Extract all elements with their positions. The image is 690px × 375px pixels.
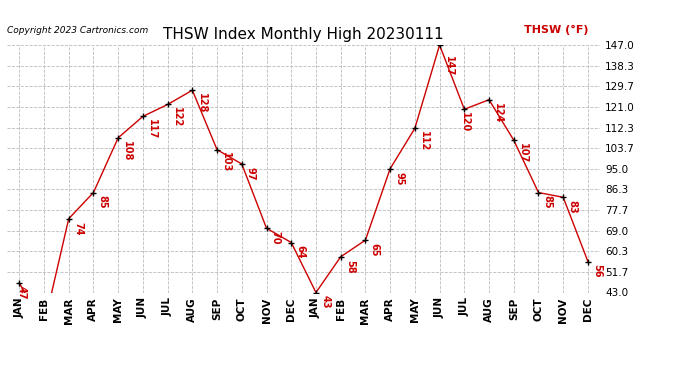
Text: Copyright 2023 Cartronics.com: Copyright 2023 Cartronics.com bbox=[7, 26, 148, 35]
Text: THSW (°F): THSW (°F) bbox=[524, 25, 589, 35]
Text: 56: 56 bbox=[592, 264, 602, 278]
Text: 120: 120 bbox=[460, 112, 470, 132]
Text: 83: 83 bbox=[567, 200, 578, 214]
Text: 124: 124 bbox=[493, 102, 503, 123]
Text: 58: 58 bbox=[345, 260, 355, 273]
Text: 64: 64 bbox=[295, 245, 306, 259]
Text: 103: 103 bbox=[221, 153, 231, 173]
Text: 147: 147 bbox=[444, 56, 454, 76]
Text: 65: 65 bbox=[370, 243, 380, 256]
Text: 122: 122 bbox=[172, 107, 181, 128]
Text: 47: 47 bbox=[17, 286, 26, 299]
Text: 97: 97 bbox=[246, 167, 256, 180]
Text: 128: 128 bbox=[197, 93, 206, 113]
Text: 108: 108 bbox=[122, 141, 132, 161]
Text: 85: 85 bbox=[542, 195, 553, 209]
Title: THSW Index Monthly High 20230111: THSW Index Monthly High 20230111 bbox=[164, 27, 444, 42]
Text: 29: 29 bbox=[0, 374, 1, 375]
Text: 117: 117 bbox=[147, 119, 157, 140]
Text: 74: 74 bbox=[73, 222, 83, 235]
Text: 43: 43 bbox=[320, 295, 330, 309]
Text: 70: 70 bbox=[270, 231, 281, 244]
Text: 107: 107 bbox=[518, 143, 528, 163]
Text: 112: 112 bbox=[419, 131, 429, 152]
Text: 85: 85 bbox=[97, 195, 108, 209]
Text: 95: 95 bbox=[394, 171, 404, 185]
